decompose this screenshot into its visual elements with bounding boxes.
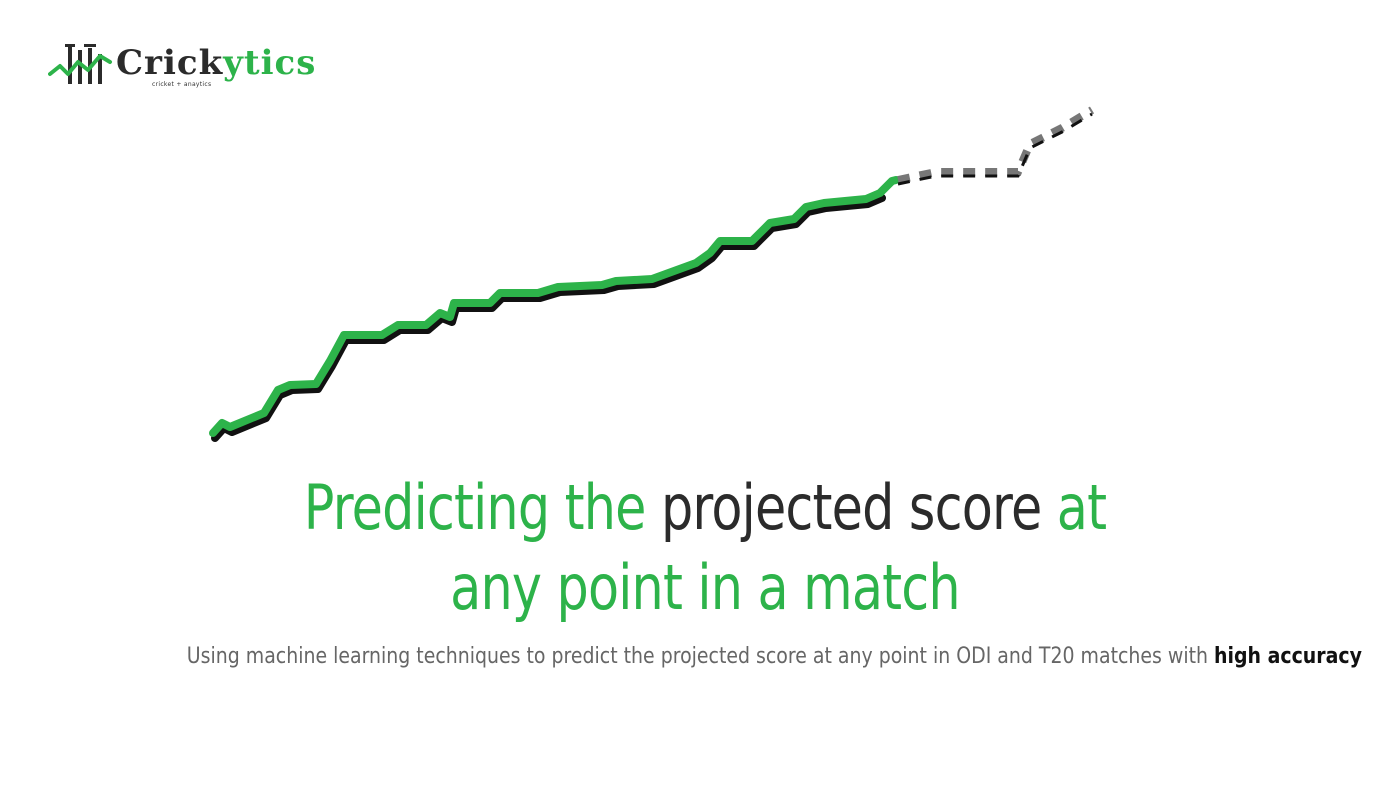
projected-score-line-edge	[897, 112, 1093, 186]
brand-wordmark: Crickytics	[116, 44, 316, 82]
headline-part2: projected score	[660, 471, 1042, 544]
brand-tagline: cricket + anaytics	[152, 81, 212, 88]
projected-score-line	[897, 106, 1095, 184]
subtitle-text: Using machine learning techniques to pre…	[186, 644, 1209, 669]
brand-name-part2: ytics	[223, 43, 317, 83]
hero-subtitle: Using machine learning techniques to pre…	[186, 644, 1362, 669]
headline-part4: any point in a match	[450, 551, 960, 624]
brand-name-part1: Crick	[116, 43, 224, 83]
cricket-stumps-icon	[48, 44, 112, 84]
hero-headline: Predicting the projected score at any po…	[291, 468, 1119, 628]
headline-part3: at	[1056, 471, 1107, 544]
actual-score-line	[209, 176, 900, 437]
subtitle-emphasis: high accuracy	[1214, 644, 1362, 669]
actual-score-line-shadow	[211, 194, 886, 442]
headline-part1: Predicting the	[303, 471, 647, 544]
brand-logo[interactable]: Crickytics cricket + anaytics	[48, 40, 315, 92]
